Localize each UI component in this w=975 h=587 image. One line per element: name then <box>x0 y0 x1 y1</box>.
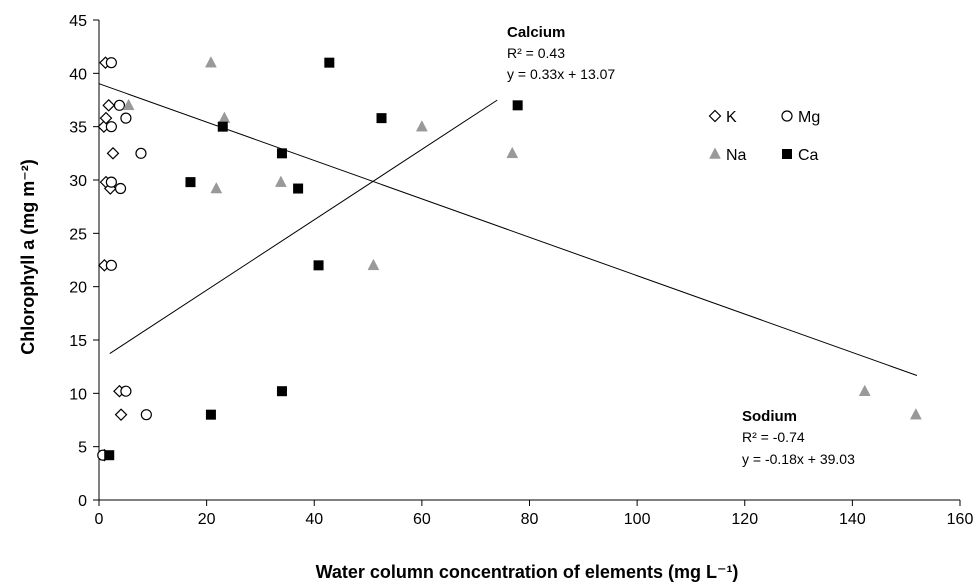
ca-point <box>205 409 216 420</box>
legend-marker-na <box>709 147 721 159</box>
legend-marker-mg <box>781 110 793 122</box>
ca-point <box>217 121 228 132</box>
y-axis-title: Chlorophyll a (mg m⁻²) <box>18 159 38 355</box>
trendlines <box>98 83 918 376</box>
k-point <box>102 98 116 112</box>
y-tick-label: 30 <box>69 173 87 190</box>
na-point <box>274 175 287 187</box>
mg-point <box>105 259 117 271</box>
axes <box>98 20 960 501</box>
sodium-annotation-r2: R² = -0.74 <box>742 429 805 445</box>
na-point <box>367 258 380 271</box>
mg-point <box>105 57 117 69</box>
mg-point <box>140 409 152 421</box>
ca-point <box>293 183 304 194</box>
x-tick-label: 160 <box>947 511 974 528</box>
legend-marker-k <box>708 109 722 123</box>
ca-point <box>276 386 287 397</box>
k-point <box>99 111 113 125</box>
y-tick-label: 0 <box>78 493 87 510</box>
y-tick-label: 25 <box>69 226 87 243</box>
y-tick-label: 15 <box>69 333 87 350</box>
data-points <box>97 56 922 462</box>
ca-point <box>313 260 324 271</box>
mg-point <box>120 112 132 124</box>
series-ca <box>104 57 523 461</box>
ca-point <box>376 113 387 124</box>
na-point <box>218 111 231 123</box>
legend-label-k: K <box>726 109 737 126</box>
x-tick-label: 0 <box>95 511 104 528</box>
y-axis-ticks: 0 5 10 15 20 25 30 35 40 45 <box>69 13 99 510</box>
na-point <box>205 56 217 68</box>
x-tick-label: 80 <box>521 511 539 528</box>
mg-point <box>113 99 126 111</box>
y-tick-label: 35 <box>69 120 87 137</box>
x-tick-label: 60 <box>413 511 431 528</box>
sodium-trendline <box>98 83 918 376</box>
series-mg <box>97 57 152 461</box>
calcium-trendline <box>109 99 498 354</box>
x-tick-label: 20 <box>198 511 216 528</box>
y-tick-label: 45 <box>69 13 87 30</box>
ca-point <box>324 57 335 68</box>
na-point <box>858 384 871 396</box>
na-point <box>415 120 428 132</box>
y-tick-label: 10 <box>69 386 87 403</box>
ca-point <box>185 177 196 188</box>
ca-point <box>104 450 115 461</box>
legend-marker-ca <box>782 149 792 159</box>
x-tick-label: 120 <box>731 511 758 528</box>
na-point <box>506 146 519 159</box>
ca-point <box>512 100 523 111</box>
legend: K Mg Na Ca <box>708 109 820 164</box>
sodium-annotation-equation: y = -0.18x + 39.03 <box>742 451 855 467</box>
mg-point <box>120 385 132 397</box>
mg-point <box>105 176 117 188</box>
mg-point <box>114 182 127 195</box>
calcium-annotation-r2: R² = 0.43 <box>507 45 565 61</box>
ca-point <box>276 148 287 159</box>
legend-label-na: Na <box>726 147 747 164</box>
sodium-annotation-title: Sodium <box>742 408 797 425</box>
mg-point <box>105 121 117 133</box>
x-tick-label: 140 <box>839 511 866 528</box>
y-tick-label: 40 <box>69 66 87 83</box>
legend-label-mg: Mg <box>798 109 820 126</box>
y-tick-label: 20 <box>69 280 87 297</box>
na-point <box>210 181 223 194</box>
x-axis-ticks: 0 20 40 60 80 100 120 140 160 <box>95 500 974 528</box>
k-point <box>114 408 128 422</box>
k-point <box>106 146 120 160</box>
na-point <box>122 98 135 111</box>
legend-label-ca: Ca <box>798 147 819 164</box>
calcium-annotation-title: Calcium <box>507 24 565 41</box>
calcium-annotation: Calcium R² = 0.43 y = 0.33x + 13.07 <box>507 24 615 82</box>
calcium-annotation-equation: y = 0.33x + 13.07 <box>507 66 615 82</box>
series-na <box>122 56 922 420</box>
mg-point <box>135 147 147 159</box>
x-tick-label: 40 <box>305 511 323 528</box>
y-tick-label: 5 <box>78 440 87 457</box>
sodium-annotation: Sodium R² = -0.74 y = -0.18x + 39.03 <box>742 408 855 467</box>
x-axis-title: Water column concentration of elements (… <box>316 562 739 582</box>
na-point <box>909 408 922 420</box>
x-tick-label: 100 <box>624 511 651 528</box>
